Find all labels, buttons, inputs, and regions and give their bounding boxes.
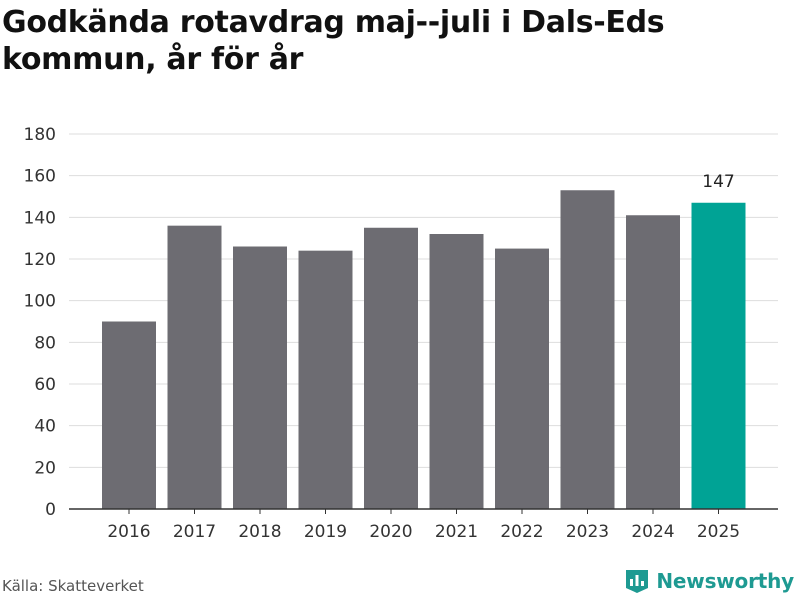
x-tick-label: 2025 — [697, 522, 740, 542]
x-tick-label: 2022 — [500, 522, 543, 542]
x-tick-label: 2024 — [631, 522, 674, 542]
y-tick-label: 160 — [24, 167, 56, 187]
newsworthy-logo-icon — [626, 570, 649, 593]
bar-2024 — [626, 215, 680, 509]
bar-2022 — [495, 248, 549, 510]
x-tick-label: 2021 — [435, 522, 478, 542]
y-tick-label: 60 — [34, 375, 56, 395]
chart-title: Godkända rotavdrag maj--juli i Dals-Eds … — [2, 5, 665, 77]
bar-2019 — [298, 250, 353, 509]
y-tick-label: 140 — [24, 208, 56, 228]
x-tick-label: 2020 — [369, 522, 412, 542]
bar-2025 — [691, 202, 746, 509]
brand-logo: Newsworthy — [624, 568, 794, 594]
data-labels: 147 — [702, 172, 734, 192]
y-tick-label: 80 — [34, 333, 56, 353]
bar-2016 — [102, 321, 156, 509]
x-tick-label: 2016 — [107, 522, 150, 542]
x-tick-label: 2017 — [173, 522, 216, 542]
source-note: Källa: Skatteverket — [2, 577, 144, 595]
bar-2021 — [429, 234, 484, 509]
y-axis-ticks: 0 20 40 60 80 100 120 140 160 180 — [24, 125, 56, 520]
bars — [102, 190, 746, 510]
x-tick-label: 2018 — [238, 522, 281, 542]
x-axis-ticks: 2016 2017 2018 2019 2020 2021 2022 2023 2024 2025 — [107, 509, 740, 542]
x-tick-label: 2023 — [566, 522, 609, 542]
y-tick-label: 100 — [24, 292, 56, 312]
y-tick-label: 120 — [24, 250, 56, 270]
y-tick-label: 0 — [45, 500, 56, 520]
y-tick-label: 20 — [34, 458, 56, 478]
data-label-2025: 147 — [702, 172, 734, 192]
bar-2017 — [167, 225, 222, 509]
y-tick-label: 180 — [24, 125, 56, 145]
bar-2018 — [233, 246, 287, 509]
x-tick-label: 2019 — [304, 522, 347, 542]
y-tick-label: 40 — [34, 417, 56, 437]
brand-name: Newsworthy — [656, 569, 794, 593]
bar-2020 — [364, 227, 418, 509]
bar-2023 — [560, 190, 615, 509]
